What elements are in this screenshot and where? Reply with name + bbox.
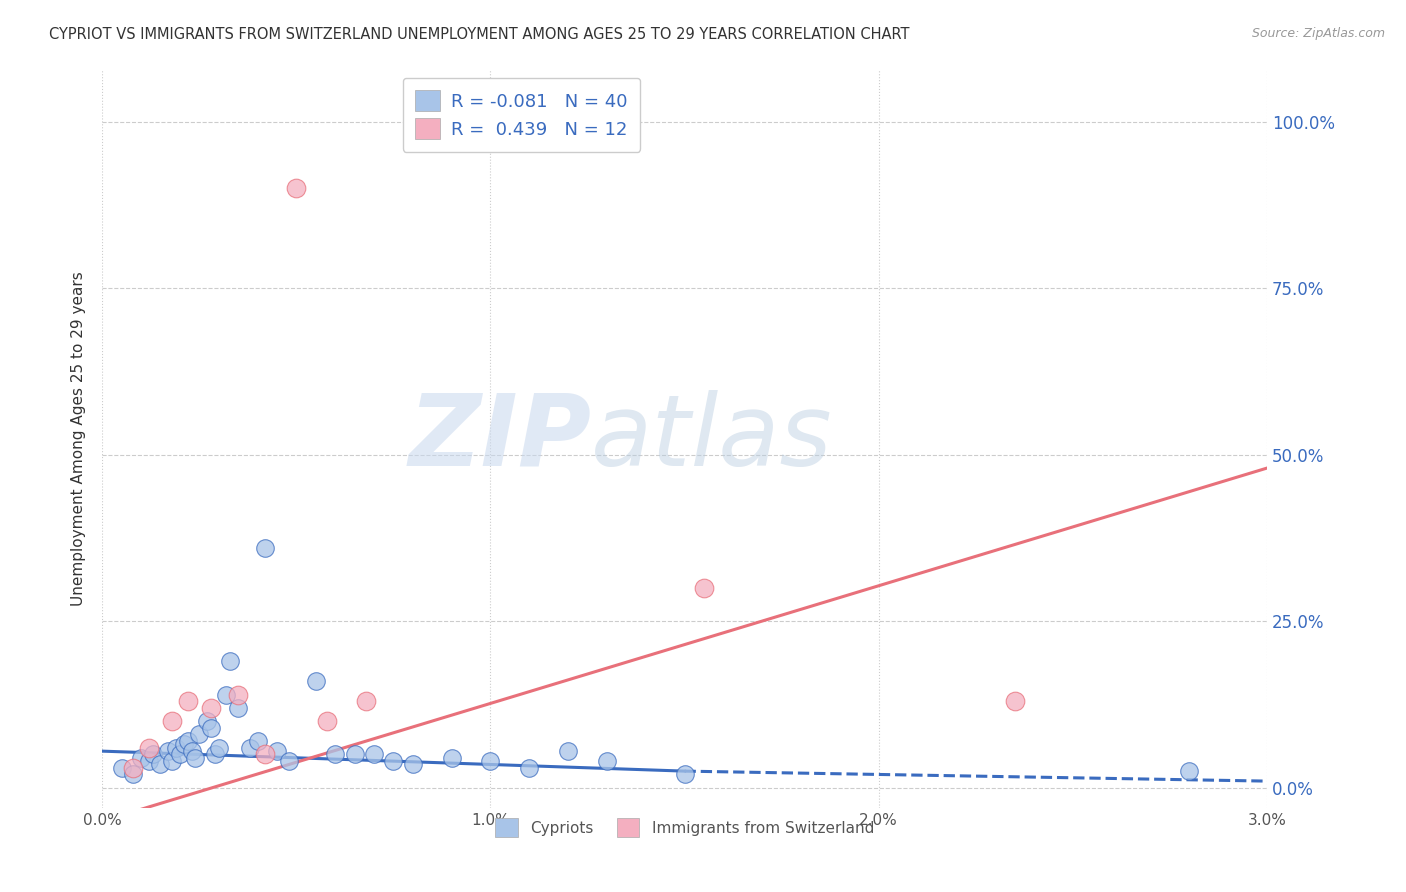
Legend: Cypriots, Immigrants from Switzerland: Cypriots, Immigrants from Switzerland bbox=[488, 811, 882, 845]
Point bbox=[254, 541, 277, 555]
Point bbox=[226, 688, 249, 702]
Point bbox=[246, 734, 269, 748]
Point bbox=[1004, 694, 1026, 708]
Point bbox=[160, 714, 183, 728]
Y-axis label: Unemployment Among Ages 25 to 29 years: Unemployment Among Ages 25 to 29 years bbox=[72, 271, 86, 606]
Point bbox=[149, 757, 172, 772]
Point bbox=[226, 701, 249, 715]
Point bbox=[254, 747, 277, 762]
Point bbox=[169, 747, 191, 762]
Point bbox=[142, 747, 165, 762]
Point bbox=[208, 740, 231, 755]
Point bbox=[180, 744, 202, 758]
Point bbox=[122, 767, 145, 781]
Point bbox=[354, 694, 377, 708]
Text: CYPRIOT VS IMMIGRANTS FROM SWITZERLAND UNEMPLOYMENT AMONG AGES 25 TO 29 YEARS CO: CYPRIOT VS IMMIGRANTS FROM SWITZERLAND U… bbox=[49, 27, 910, 42]
Point bbox=[323, 747, 346, 762]
Point bbox=[557, 744, 579, 758]
Point bbox=[176, 694, 198, 708]
Point bbox=[402, 757, 425, 772]
Point bbox=[305, 674, 328, 689]
Point bbox=[188, 727, 211, 741]
Point bbox=[111, 761, 134, 775]
Point bbox=[596, 754, 619, 768]
Point bbox=[285, 181, 308, 195]
Point bbox=[138, 740, 160, 755]
Point bbox=[129, 751, 152, 765]
Point bbox=[215, 688, 238, 702]
Point bbox=[184, 751, 207, 765]
Point bbox=[200, 701, 222, 715]
Point bbox=[157, 744, 180, 758]
Point bbox=[122, 761, 145, 775]
Point bbox=[160, 754, 183, 768]
Point bbox=[316, 714, 339, 728]
Point bbox=[266, 744, 288, 758]
Point bbox=[195, 714, 218, 728]
Point bbox=[693, 581, 716, 595]
Point bbox=[138, 754, 160, 768]
Point bbox=[517, 761, 540, 775]
Point bbox=[204, 747, 226, 762]
Point bbox=[479, 754, 502, 768]
Point bbox=[165, 740, 187, 755]
Point bbox=[173, 738, 195, 752]
Text: Source: ZipAtlas.com: Source: ZipAtlas.com bbox=[1251, 27, 1385, 40]
Point bbox=[382, 754, 405, 768]
Point bbox=[440, 751, 463, 765]
Text: atlas: atlas bbox=[592, 390, 832, 487]
Point bbox=[363, 747, 385, 762]
Point bbox=[239, 740, 262, 755]
Point bbox=[219, 654, 242, 668]
Point bbox=[343, 747, 366, 762]
Text: ZIP: ZIP bbox=[408, 390, 592, 487]
Point bbox=[673, 767, 696, 781]
Point bbox=[200, 721, 222, 735]
Point bbox=[277, 754, 299, 768]
Point bbox=[176, 734, 198, 748]
Point bbox=[1178, 764, 1201, 778]
